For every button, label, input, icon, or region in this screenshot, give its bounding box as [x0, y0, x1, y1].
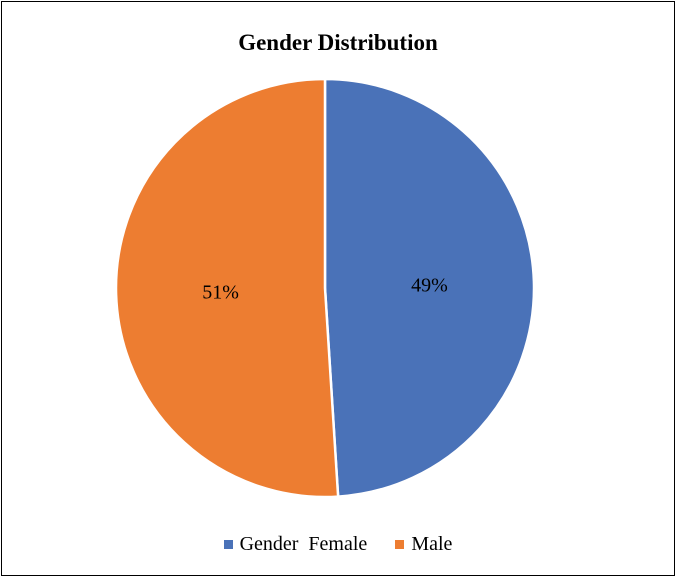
legend-swatch-female: [223, 540, 233, 549]
legend-label-female: Gender Female: [239, 533, 368, 555]
legend-item-female: Gender Female: [223, 533, 368, 556]
pie-slice-male: [114, 77, 340, 499]
legend: Gender Female Male: [2, 533, 674, 556]
slice-label-female: 49%: [411, 275, 448, 297]
legend-item-male: Male: [395, 533, 452, 556]
legend-swatch-male: [395, 540, 405, 549]
legend-label-male: Male: [411, 533, 453, 555]
slice-label-male: 51%: [202, 281, 239, 303]
chart-title: Gender Distribution: [238, 30, 438, 55]
pie-slice-female: [323, 77, 536, 498]
